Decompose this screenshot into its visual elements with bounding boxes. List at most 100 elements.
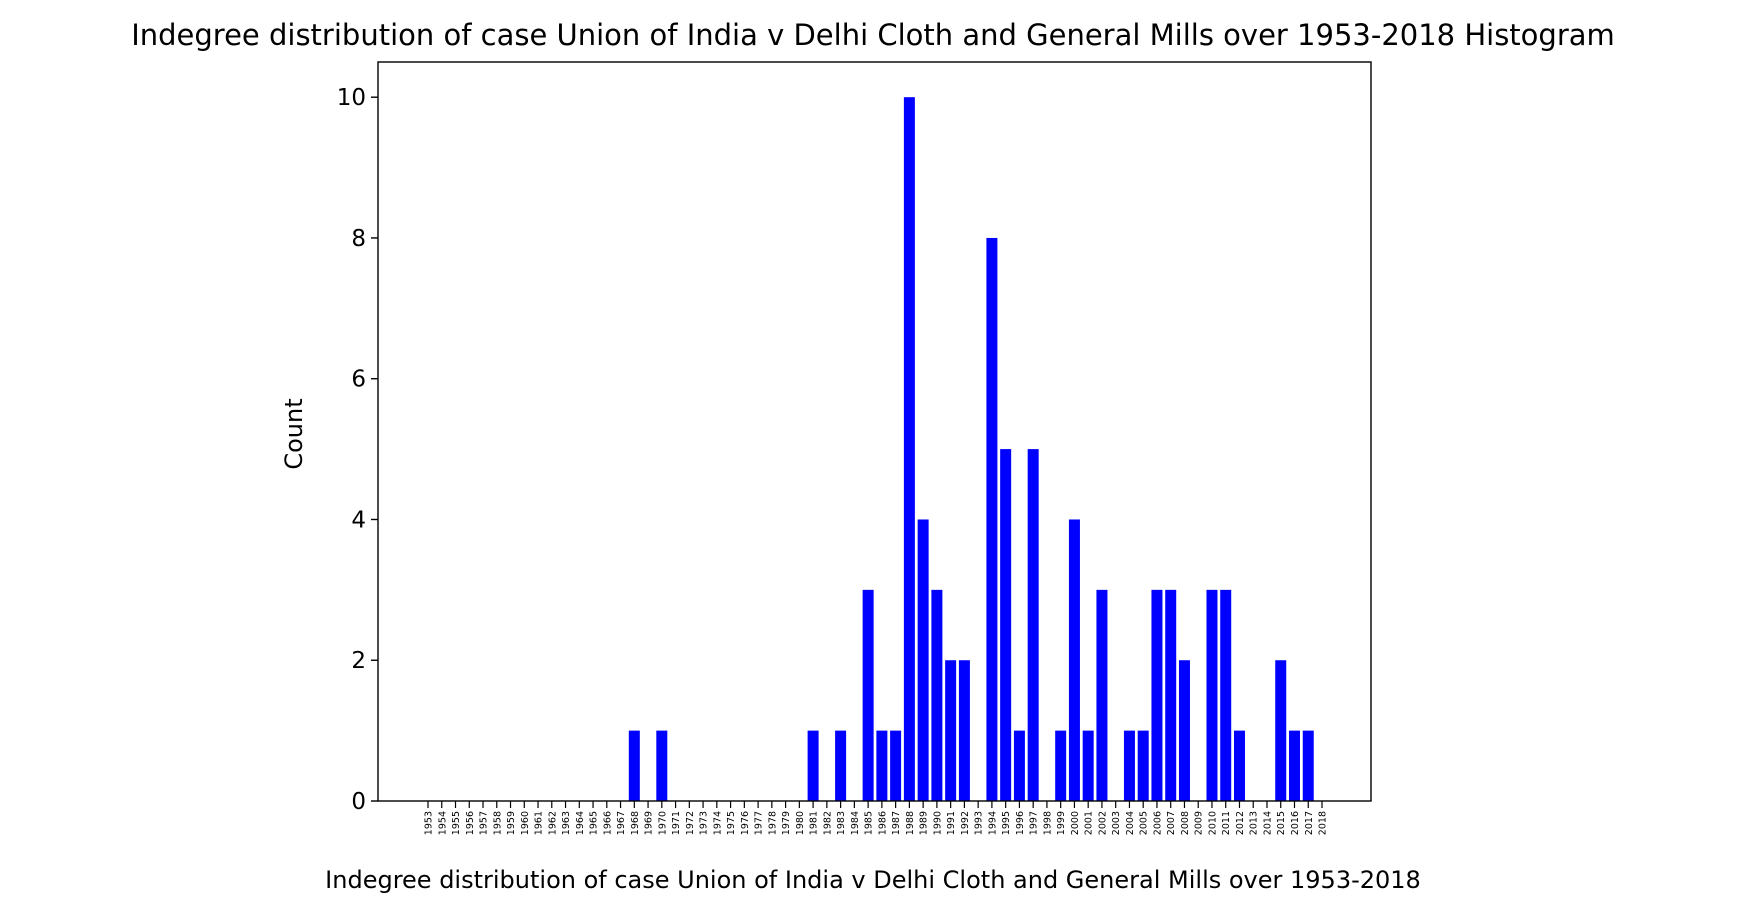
bar-2001 — [1082, 730, 1094, 801]
x-tick-label-1954: 1954 — [437, 811, 448, 835]
x-tick-label-1991: 1991 — [946, 811, 957, 835]
x-tick-label-1960: 1960 — [520, 811, 531, 835]
x-tick-label-1984: 1984 — [850, 811, 861, 835]
x-tick-label-1993: 1993 — [974, 811, 985, 835]
x-tick-label-1989: 1989 — [919, 811, 930, 835]
x-tick-label-2000: 2000 — [1070, 811, 1081, 835]
x-tick-label-2018: 2018 — [1318, 811, 1329, 835]
x-axis-label: Indegree distribution of case Union of I… — [325, 866, 1421, 894]
x-tick-label-2006: 2006 — [1152, 811, 1163, 835]
x-tick-label-1999: 1999 — [1056, 811, 1067, 835]
bar-1989 — [917, 519, 929, 801]
bar-2002 — [1096, 589, 1108, 801]
x-tick-label-2017: 2017 — [1304, 811, 1315, 835]
bar-2000 — [1068, 519, 1080, 801]
bar-1996 — [1013, 730, 1025, 801]
x-tick-label-1958: 1958 — [492, 811, 503, 835]
bar-2015 — [1275, 660, 1287, 801]
x-tick-label-1955: 1955 — [451, 811, 462, 835]
bar-2005 — [1137, 730, 1149, 801]
x-tick-label-1956: 1956 — [465, 811, 476, 835]
x-tick-label-1997: 1997 — [1029, 811, 1040, 835]
chart-title: Indegree distribution of case Union of I… — [131, 18, 1615, 52]
x-tick-label-2008: 2008 — [1180, 811, 1191, 835]
x-tick-label-2014: 2014 — [1262, 811, 1273, 835]
y-tick-label-10: 10 — [337, 85, 366, 111]
x-tick-label-1971: 1971 — [671, 811, 682, 835]
x-tick-label-1969: 1969 — [644, 811, 655, 835]
bar-1991 — [945, 660, 957, 801]
x-tick-label-1966: 1966 — [602, 811, 613, 835]
x-tick-label-1996: 1996 — [1015, 811, 1026, 835]
x-tick-label-2001: 2001 — [1084, 811, 1095, 835]
y-tick-label-0: 0 — [351, 789, 366, 815]
x-tick-label-1986: 1986 — [877, 811, 888, 835]
x-tick-label-2002: 2002 — [1097, 811, 1108, 835]
x-tick-label-2009: 2009 — [1194, 811, 1205, 835]
x-tick-label-1995: 1995 — [1001, 811, 1012, 835]
bar-1999 — [1055, 730, 1067, 801]
x-tick-label-1972: 1972 — [685, 811, 696, 835]
bar-1986 — [876, 730, 888, 801]
bar-1970 — [656, 730, 668, 801]
bar-2011 — [1220, 589, 1232, 801]
plot-frame — [377, 61, 1372, 802]
x-tick-label-1967: 1967 — [616, 811, 627, 835]
x-tick-label-2004: 2004 — [1125, 811, 1136, 835]
x-tick-label-1974: 1974 — [712, 811, 723, 835]
bar-1987 — [890, 730, 902, 801]
x-tick-label-1981: 1981 — [809, 811, 820, 835]
y-tick-label-6: 6 — [351, 367, 366, 393]
x-tick-label-1961: 1961 — [534, 811, 545, 835]
x-tick-label-1983: 1983 — [836, 811, 847, 835]
x-tick-label-1964: 1964 — [575, 811, 586, 835]
x-tick-label-2005: 2005 — [1139, 811, 1150, 835]
x-tick-label-1970: 1970 — [657, 811, 668, 835]
bar-1992 — [958, 660, 970, 801]
x-tick-label-1980: 1980 — [795, 811, 806, 835]
x-tick-label-2016: 2016 — [1290, 811, 1301, 835]
x-tick-label-1977: 1977 — [754, 811, 765, 835]
x-tick-label-1988: 1988 — [905, 811, 916, 835]
x-tick-label-1976: 1976 — [740, 811, 751, 835]
x-tick-label-1968: 1968 — [630, 811, 641, 835]
bar-2010 — [1206, 589, 1218, 801]
y-tick-label-8: 8 — [351, 226, 366, 252]
x-tick-label-1973: 1973 — [699, 811, 710, 835]
x-tick-label-1959: 1959 — [506, 811, 517, 835]
bar-1997 — [1027, 449, 1039, 801]
x-tick-label-1985: 1985 — [864, 811, 875, 835]
x-tick-label-2015: 2015 — [1276, 811, 1287, 835]
bar-1985 — [862, 589, 874, 801]
x-tick-label-1979: 1979 — [781, 811, 792, 835]
x-tick-label-2013: 2013 — [1249, 811, 1260, 835]
x-tick-label-1965: 1965 — [589, 811, 600, 835]
bar-2016 — [1288, 730, 1300, 801]
bar-1988 — [903, 97, 915, 801]
x-tick-label-2010: 2010 — [1207, 811, 1218, 835]
y-tick-label-4: 4 — [351, 507, 366, 533]
x-tick-label-1953: 1953 — [424, 811, 435, 835]
y-tick-label-2: 2 — [351, 648, 366, 674]
x-tick-label-1957: 1957 — [479, 811, 490, 835]
x-tick-label-1962: 1962 — [547, 811, 558, 835]
x-tick-label-2007: 2007 — [1166, 811, 1177, 835]
x-tick-label-1963: 1963 — [561, 811, 572, 835]
bar-2008 — [1178, 660, 1190, 801]
bar-2004 — [1123, 730, 1135, 801]
x-tick-label-1982: 1982 — [822, 811, 833, 835]
x-tick-label-1994: 1994 — [987, 811, 998, 835]
bar-1990 — [931, 589, 943, 801]
x-tick-label-2012: 2012 — [1235, 811, 1246, 835]
bar-2017 — [1302, 730, 1314, 801]
bar-1994 — [986, 237, 998, 801]
x-tick-label-1990: 1990 — [932, 811, 943, 835]
x-tick-label-2003: 2003 — [1111, 811, 1122, 835]
bar-1995 — [1000, 449, 1012, 801]
bar-1983 — [835, 730, 847, 801]
x-tick-label-1978: 1978 — [767, 811, 778, 835]
bar-1968 — [628, 730, 640, 801]
